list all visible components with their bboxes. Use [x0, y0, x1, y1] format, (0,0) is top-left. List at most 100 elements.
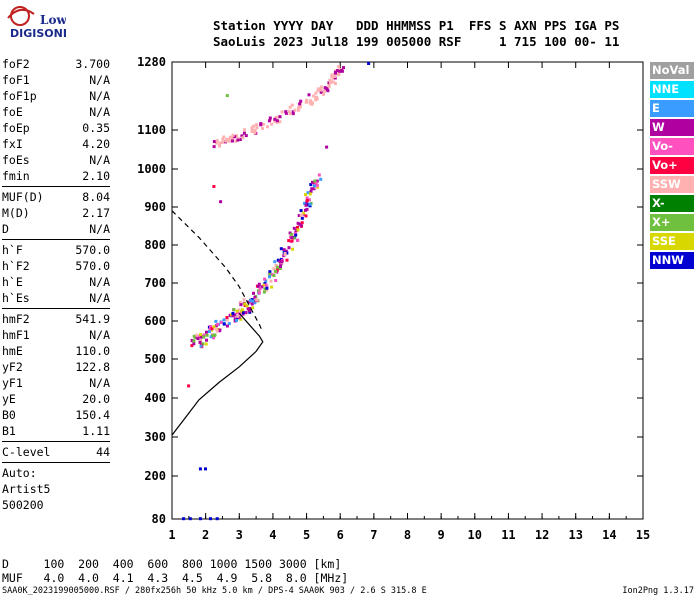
echo-point: [227, 322, 231, 326]
echo-point: [314, 96, 318, 100]
echo-point: [274, 115, 278, 119]
param-name: yF1: [2, 376, 23, 390]
param-name: h`E: [2, 275, 23, 289]
echo-point: [290, 236, 294, 240]
param-row: C-level 44: [2, 444, 110, 460]
param-name: M(D): [2, 206, 30, 220]
echo-point: [292, 226, 296, 230]
echo-point: [225, 324, 229, 328]
echo-point: [319, 90, 323, 94]
echo-point: [192, 339, 196, 343]
echo-point: [340, 69, 344, 73]
legend-item-noval: NoVal: [650, 62, 694, 79]
echo-point: [212, 336, 216, 340]
param-row: foEp 0.35: [2, 120, 110, 136]
echo-point: [323, 89, 326, 93]
echo-point: [246, 307, 250, 311]
param-name: hmE: [2, 344, 23, 358]
echo-point: [317, 87, 321, 91]
param-row: foF1p N/A: [2, 88, 110, 104]
param-row: fxI 4.20: [2, 136, 110, 152]
echo-point: [274, 264, 278, 267]
parameter-panel: foF2 3.700 foF1 N/A foF1p N/A foE N/A foEp 0.35 fx…: [2, 56, 110, 513]
echo-point: [367, 62, 371, 65]
param-name: foEs: [2, 153, 30, 167]
echo-point: [338, 68, 342, 72]
echo-point: [268, 116, 272, 120]
echo-point: [236, 314, 240, 318]
param-row: hmF1 N/A: [2, 327, 110, 343]
legend-item-sse: SSE: [650, 233, 694, 250]
echo-point: [293, 231, 297, 235]
echo-point: [278, 267, 282, 270]
echo-point: [205, 338, 208, 342]
echo-point: [304, 100, 308, 104]
echo-point: [297, 105, 300, 109]
echo-point: [317, 173, 321, 177]
param-row: foEs N/A: [2, 152, 110, 168]
echo-point: [270, 273, 274, 277]
echo-point: [307, 93, 311, 97]
echo-point: [308, 192, 312, 196]
echo-point: [236, 138, 240, 142]
y-tick-label: 800: [144, 238, 166, 252]
echo-point: [273, 117, 277, 121]
echo-point: [307, 198, 311, 202]
echo-point: [282, 248, 286, 252]
echo-point: [294, 229, 298, 233]
echo-point: [241, 136, 245, 140]
echo-point: [218, 144, 221, 148]
echo-point: [209, 335, 213, 339]
echo-point: [278, 115, 282, 119]
echo-point: [262, 283, 266, 287]
echo-point: [274, 279, 278, 282]
echo-point: [243, 128, 246, 132]
param-value: 0.35: [82, 121, 110, 135]
echo-point: [247, 309, 251, 313]
echo-point: [288, 112, 292, 116]
echo-point: [291, 112, 295, 116]
param-value: N/A: [89, 73, 110, 87]
param-name: foF1p: [2, 89, 37, 103]
echo-point: [231, 311, 235, 315]
echo-point: [205, 333, 209, 337]
param-name: foEp: [2, 121, 30, 135]
echo-point: [314, 181, 318, 185]
echo-point: [232, 308, 236, 311]
param-row: yF2 122.8: [2, 359, 110, 375]
distance-muf-table: D 100 200 400 600 800 1000 1500 3000 [km…: [2, 557, 348, 585]
echo-point: [218, 141, 222, 145]
echo-point: [235, 309, 239, 313]
echo-point: [270, 122, 274, 126]
echo-point: [222, 318, 226, 322]
x-tick-label: 7: [370, 528, 377, 542]
param-value: 570.0: [75, 259, 110, 273]
legend-item-x-: X+: [650, 214, 694, 231]
echo-point: [218, 328, 222, 332]
lowell-digisonde-logo: Lowell DIGISONDE: [7, 6, 66, 40]
echo-point: [256, 285, 260, 288]
param-row: yF1 N/A: [2, 375, 110, 391]
echo-point: [309, 190, 313, 193]
echo-point: [210, 327, 214, 331]
echo-point: [299, 223, 303, 227]
echo-point: [258, 287, 262, 291]
echo-point: [230, 139, 234, 143]
echo-point: [251, 306, 255, 310]
echo-point: [303, 201, 306, 205]
echo-point: [239, 303, 243, 307]
echo-point: [279, 247, 283, 251]
echo-point: [234, 139, 238, 143]
echo-point: [208, 328, 212, 332]
echo-point: [225, 318, 229, 322]
echo-point: [328, 78, 332, 82]
echo-point: [253, 131, 257, 135]
x-tick-label: 1: [168, 528, 175, 542]
echo-point: [314, 91, 318, 95]
echo-point: [284, 111, 288, 115]
param-row: foF1 N/A: [2, 72, 110, 88]
echo-point: [242, 311, 246, 315]
param-value: 20.0: [82, 392, 110, 406]
echo-point: [305, 199, 309, 202]
echo-point: [291, 247, 295, 251]
